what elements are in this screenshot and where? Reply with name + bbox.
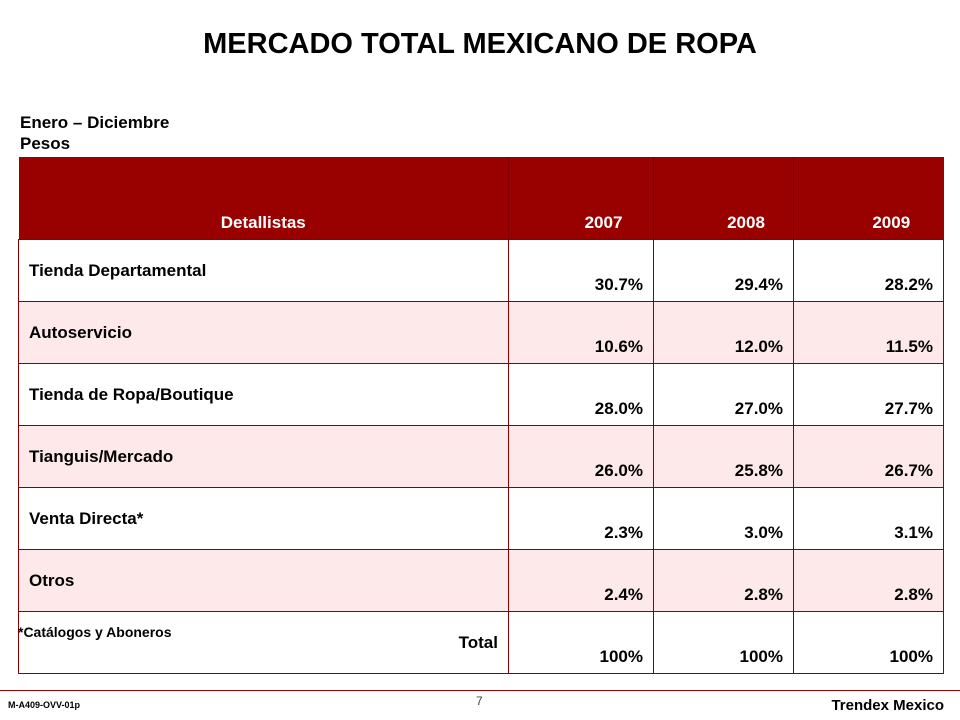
- cell-2007: 2.3%: [508, 487, 654, 550]
- table-header-row: Detallistas 2007 2008 2009: [18, 157, 944, 240]
- market-share-table: Detallistas 2007 2008 2009 Tienda Depart…: [18, 157, 944, 674]
- cell-2007: 30.7%: [508, 239, 654, 302]
- cell-2008: 12.0%: [653, 301, 794, 364]
- cell-2008: 27.0%: [653, 363, 794, 426]
- page-title: MERCADO TOTAL MEXICANO DE ROPA: [203, 28, 757, 60]
- header-detallistas: Detallistas: [18, 157, 509, 240]
- cell-2007: 2.4%: [508, 549, 654, 612]
- cell-2008: 3.0%: [653, 487, 794, 550]
- header-2007: 2007: [508, 157, 654, 240]
- table-row: Venta Directa* 2.3% 3.0% 3.1%: [18, 487, 944, 550]
- footnote: *Catálogos y Aboneros: [18, 624, 172, 640]
- page-number: 7: [476, 694, 483, 708]
- brand-name: Trendex Mexico: [831, 697, 944, 714]
- cell-2008: 2.8%: [653, 549, 794, 612]
- currency-label: Pesos: [20, 134, 71, 153]
- table-row: Tienda de Ropa/Boutique 28.0% 27.0% 27.7…: [18, 363, 944, 426]
- table-total-row: Total 100% 100% 100%: [18, 611, 944, 674]
- header-2009: 2009: [793, 157, 944, 240]
- cell-2009: 26.7%: [793, 425, 944, 488]
- cell-2008: 29.4%: [653, 239, 794, 302]
- total-2007: 100%: [508, 611, 654, 674]
- cell-2009: 3.1%: [793, 487, 944, 550]
- document-code: M-A409-OVV-01p: [8, 700, 81, 710]
- row-label: Venta Directa*: [18, 487, 509, 550]
- table-subtitle: Enero – Diciembre Pesos: [20, 112, 169, 154]
- footer-divider: [0, 690, 960, 691]
- cell-2008: 25.8%: [653, 425, 794, 488]
- total-label: Total: [18, 611, 509, 674]
- table-row: Tienda Departamental 30.7% 29.4% 28.2%: [18, 239, 944, 302]
- row-label: Otros: [18, 549, 509, 612]
- row-label: Tienda de Ropa/Boutique: [18, 363, 509, 426]
- table-row: Tianguis/Mercado 26.0% 25.8% 26.7%: [18, 425, 944, 488]
- cell-2009: 2.8%: [793, 549, 944, 612]
- header-2008: 2008: [653, 157, 794, 240]
- table-row: Otros 2.4% 2.8% 2.8%: [18, 549, 944, 612]
- row-label: Tianguis/Mercado: [18, 425, 509, 488]
- cell-2007: 28.0%: [508, 363, 654, 426]
- cell-2009: 27.7%: [793, 363, 944, 426]
- period-label: Enero – Diciembre: [20, 113, 170, 132]
- cell-2007: 26.0%: [508, 425, 654, 488]
- cell-2009: 11.5%: [793, 301, 944, 364]
- row-label: Tienda Departamental: [18, 239, 509, 302]
- cell-2009: 28.2%: [793, 239, 944, 302]
- table-row: Autoservicio 10.6% 12.0% 11.5%: [18, 301, 944, 364]
- cell-2007: 10.6%: [508, 301, 654, 364]
- total-2008: 100%: [653, 611, 794, 674]
- total-2009: 100%: [793, 611, 944, 674]
- row-label: Autoservicio: [18, 301, 509, 364]
